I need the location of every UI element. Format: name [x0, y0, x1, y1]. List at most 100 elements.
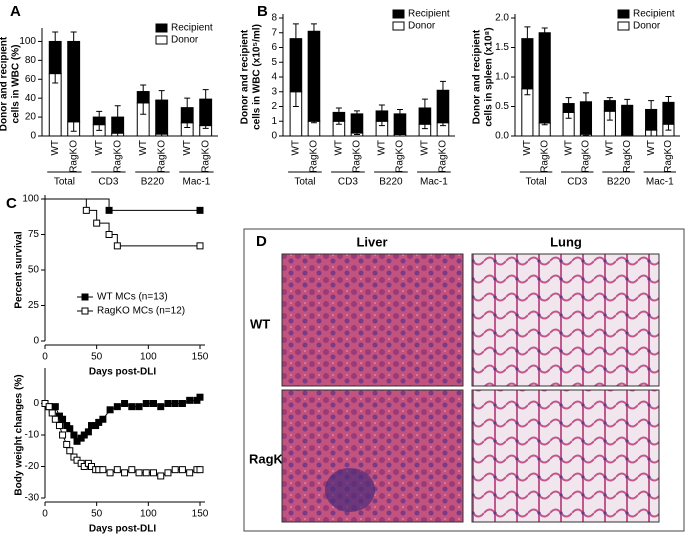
y-tick-label: -30 — [25, 493, 40, 504]
error-bar — [606, 97, 613, 105]
y-tick-label: 4 — [271, 72, 277, 83]
group-label: CD3 — [338, 177, 358, 188]
y-tick-label: 25 — [28, 300, 40, 311]
panel-label: A — [10, 3, 21, 20]
bar-segment — [521, 88, 534, 137]
marker — [196, 393, 204, 401]
x-tick-label: WT — [646, 140, 657, 156]
marker — [164, 400, 172, 407]
y-tick-label: 2 — [271, 101, 277, 112]
marker — [48, 409, 56, 417]
x-axis-label: Days post-DLI — [89, 524, 156, 535]
marker — [157, 472, 165, 480]
legend-marker — [81, 307, 89, 315]
marker — [105, 231, 113, 238]
y-tick-label: 1 — [271, 116, 277, 127]
x-tick-label: RagKO — [663, 140, 674, 173]
marker — [106, 406, 114, 414]
legend-label: Recipient — [171, 23, 213, 34]
error-bar — [96, 110, 103, 124]
marker — [63, 440, 71, 448]
error-bar — [648, 100, 655, 119]
marker — [113, 403, 121, 411]
x-tick-label: WT — [420, 140, 431, 156]
error-bar — [184, 97, 191, 118]
x-tick-label: WT — [377, 140, 388, 156]
error-bar — [335, 107, 342, 118]
error-bar — [665, 95, 672, 109]
x-tick-label: RagKO — [68, 140, 79, 173]
y-axis-label: Body weight changes (%) — [14, 374, 25, 495]
error-bar — [310, 23, 317, 40]
marker — [113, 242, 121, 250]
panel-label: B — [257, 3, 268, 20]
error-bar — [52, 31, 59, 52]
infiltrate — [325, 468, 375, 512]
marker — [150, 469, 157, 477]
marker — [66, 425, 74, 433]
y-tick-label: 6 — [271, 42, 277, 53]
x-tick-label: RagKO — [395, 140, 406, 173]
bar-segment — [307, 30, 321, 122]
marker — [84, 428, 92, 436]
y-axis-label: Donor and recipient — [472, 29, 483, 124]
x-tick-label: RagKO — [581, 140, 592, 173]
x-tick-label: 150 — [192, 352, 209, 363]
error-bar — [421, 98, 428, 118]
group-label: CD3 — [98, 177, 118, 188]
bar-segment — [538, 32, 551, 124]
group-label: B220 — [379, 177, 403, 188]
group-label: B220 — [141, 177, 165, 188]
error-bar — [524, 26, 531, 51]
marker — [178, 466, 186, 474]
error-bar — [158, 90, 165, 111]
marker — [51, 415, 59, 423]
x-tick-label: RagKO — [156, 140, 167, 173]
x-tick-label: 50 — [91, 352, 103, 363]
y-tick-label: 0 — [271, 131, 277, 142]
y-tick-label: 7 — [271, 27, 277, 38]
legend-label: WT MCs (n=13) — [97, 292, 168, 303]
x-tick-label: RagKO — [622, 140, 633, 173]
y-tick-label: 0 — [30, 131, 36, 142]
x-tick-label: WT — [94, 140, 105, 156]
marker — [171, 466, 179, 474]
marker — [128, 403, 136, 411]
marker — [178, 400, 186, 407]
legend-label: Donor — [408, 21, 436, 32]
histology-image — [281, 253, 464, 387]
error-bar — [439, 80, 446, 100]
marker — [142, 400, 150, 407]
column-label: Liver — [356, 234, 387, 249]
y-tick-label: 8 — [271, 13, 277, 24]
y-tick-label: 40 — [25, 93, 37, 104]
histology-image — [471, 389, 660, 523]
error-bar — [541, 27, 548, 38]
marker — [55, 422, 63, 430]
x-tick-label: 0 — [42, 509, 48, 520]
marker — [106, 469, 114, 477]
survival-step — [96, 222, 110, 235]
group-label: Total — [525, 177, 546, 188]
x-tick-label: WT — [334, 140, 345, 156]
marker — [186, 396, 194, 404]
marker — [196, 206, 204, 214]
y-tick-label: 1.5 — [495, 42, 509, 53]
group-label: Mac-1 — [646, 177, 674, 188]
x-tick-label: WT — [182, 140, 193, 156]
x-axis-label: Days post-DLI — [89, 367, 156, 378]
marker — [66, 447, 74, 455]
series-line — [44, 403, 200, 477]
y-tick-label: 5 — [271, 57, 277, 68]
marker — [51, 403, 59, 411]
y-tick-label: 50 — [28, 265, 40, 276]
y-axis-label: cells in WBC (%) — [11, 45, 22, 124]
y-tick-label: 1.0 — [495, 72, 509, 83]
x-tick-label: WT — [291, 140, 302, 156]
marker — [135, 469, 143, 477]
y-tick-label: 80 — [25, 55, 37, 66]
x-tick-label: WT — [563, 140, 574, 156]
x-tick-label: RagKO — [539, 140, 550, 173]
y-tick-label: 100 — [22, 194, 39, 205]
legend-swatch — [392, 9, 405, 19]
